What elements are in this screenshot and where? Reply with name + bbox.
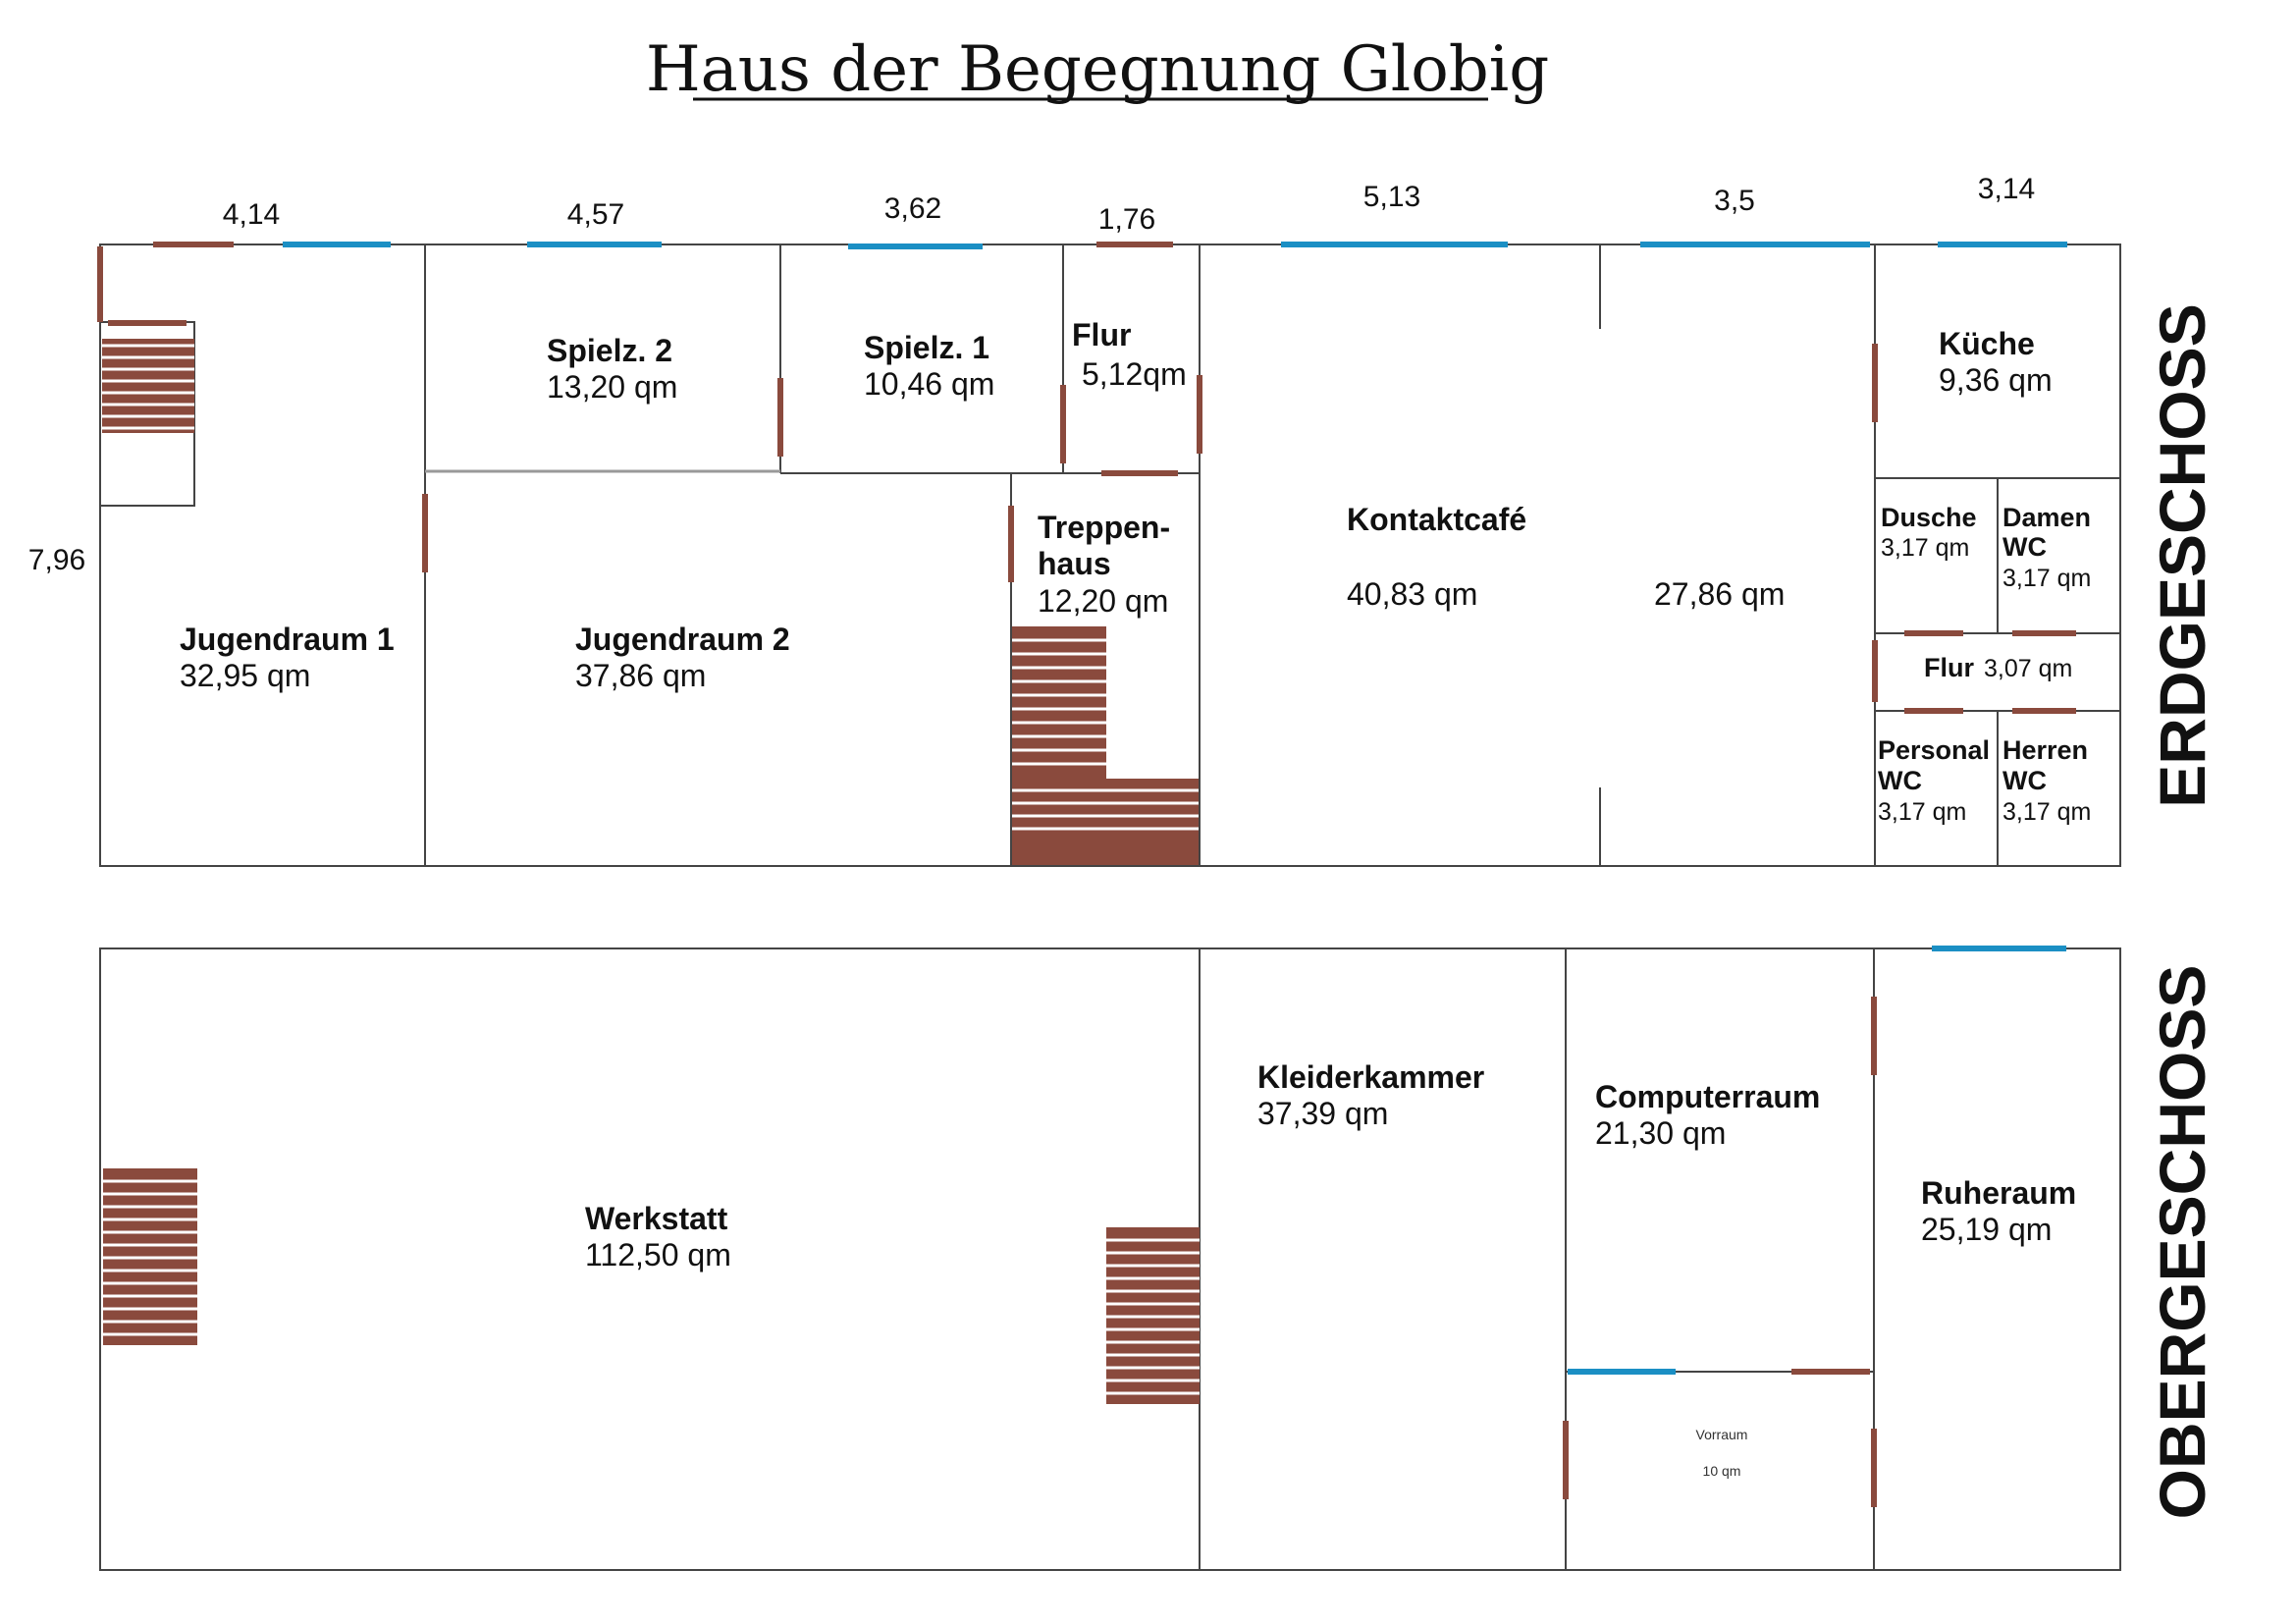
room-name-personal-wc-1: Personal bbox=[1878, 735, 1990, 765]
room-name-herren-wc-2: WC bbox=[2002, 766, 2047, 795]
stair-jugendraum1 bbox=[102, 339, 194, 433]
room-name-treppenhaus-2: haus bbox=[1038, 546, 1111, 581]
room-name-damen-wc-2: WC bbox=[2002, 532, 2047, 562]
room-area-flur2: 3,07 qm bbox=[1984, 655, 2072, 682]
room-area-kueche: 9,36 qm bbox=[1939, 362, 2053, 398]
plan-title: Haus der Begegnung Globig bbox=[646, 33, 1549, 106]
dimension-depth: 7,96 bbox=[28, 544, 85, 576]
room-area-dusche: 3,17 qm bbox=[1881, 534, 1969, 562]
stair-werkstatt-right bbox=[1106, 1227, 1200, 1404]
dimension-width-6: 3,5 bbox=[1714, 185, 1755, 217]
room-area-flur: 5,12qm bbox=[1082, 356, 1187, 392]
dimension-width-1: 4,14 bbox=[223, 198, 280, 231]
room-name-herren-wc-1: Herren bbox=[2002, 735, 2088, 765]
doors-ground bbox=[97, 242, 2076, 714]
room-name-jugendraum2: Jugendraum 2 bbox=[575, 622, 790, 657]
doors-upper bbox=[1563, 997, 1877, 1507]
room-name-werkstatt: Werkstatt bbox=[585, 1201, 728, 1236]
dimension-width-5: 5,13 bbox=[1363, 181, 1420, 213]
room-name-kontaktcafe: Kontaktcafé bbox=[1347, 502, 1526, 537]
room-name-flur2: Flur bbox=[1924, 653, 1974, 682]
room-area-vorraum: 10 qm bbox=[1703, 1463, 1741, 1479]
room-area-jugendraum1: 32,95 qm bbox=[180, 658, 310, 693]
room-name-spielz2: Spielz. 2 bbox=[547, 333, 672, 368]
room-name-ruheraum: Ruheraum bbox=[1921, 1175, 2076, 1211]
room-name-kleiderkammer: Kleiderkammer bbox=[1257, 1059, 1484, 1095]
dimension-width-7: 3,14 bbox=[1978, 173, 2035, 205]
stair-werkstatt-left bbox=[103, 1168, 197, 1345]
floor-label-upper: OBERGESCHOSS bbox=[2146, 965, 2218, 1520]
room-area-kleiderkammer: 37,39 qm bbox=[1257, 1096, 1388, 1131]
stair-treppenhaus bbox=[1012, 626, 1199, 865]
windows-upper bbox=[1568, 946, 2066, 1375]
room-area-werkstatt: 112,50 qm bbox=[585, 1237, 731, 1272]
room-area-ruheraum: 25,19 qm bbox=[1921, 1212, 2052, 1247]
room-name-jugendraum1: Jugendraum 1 bbox=[180, 622, 395, 657]
dimension-width-4: 1,76 bbox=[1098, 203, 1155, 236]
room-name-kueche: Küche bbox=[1939, 326, 2035, 361]
room-area-spielz2: 13,20 qm bbox=[547, 369, 677, 405]
room-area-spielz1: 10,46 qm bbox=[864, 366, 994, 402]
room-name-computerraum: Computerraum bbox=[1595, 1079, 1820, 1114]
room-name-vorraum: Vorraum bbox=[1696, 1427, 1748, 1442]
room-name-damen-wc-1: Damen bbox=[2002, 503, 2091, 532]
floor-label-ground: ERDGESCHOSS bbox=[2146, 303, 2218, 807]
room-name-dusche: Dusche bbox=[1881, 503, 1977, 532]
room-area-damen-wc: 3,17 qm bbox=[2002, 565, 2091, 592]
room-area-jugendraum2: 37,86 qm bbox=[575, 658, 706, 693]
dimension-width-3: 3,62 bbox=[884, 192, 941, 225]
room-area-personal-wc: 3,17 qm bbox=[1878, 798, 1966, 826]
dimension-width-2: 4,57 bbox=[567, 198, 624, 231]
room-name-treppenhaus-1: Treppen- bbox=[1038, 510, 1170, 545]
windows-ground bbox=[283, 242, 2067, 249]
room-area-treppenhaus: 12,20 qm bbox=[1038, 583, 1168, 619]
room-name-flur: Flur bbox=[1072, 317, 1131, 352]
room-area-right: 27,86 qm bbox=[1654, 576, 1785, 612]
room-area-kontaktcafe: 40,83 qm bbox=[1347, 576, 1477, 612]
room-name-spielz1: Spielz. 1 bbox=[864, 330, 989, 365]
room-area-herren-wc: 3,17 qm bbox=[2002, 798, 2091, 826]
room-name-personal-wc-2: WC bbox=[1878, 766, 1922, 795]
room-area-computerraum: 21,30 qm bbox=[1595, 1115, 1726, 1151]
